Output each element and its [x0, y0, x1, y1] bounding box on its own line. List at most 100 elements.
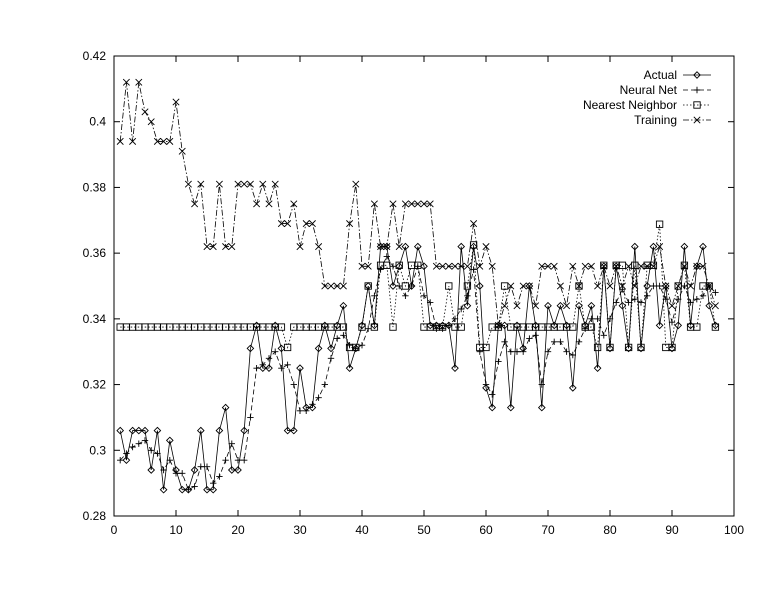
x-tick-label: 10 [169, 523, 183, 537]
data-point-training [401, 200, 409, 208]
data-point-training [302, 220, 310, 228]
data-point-actual [395, 262, 404, 271]
data-point-training [184, 180, 192, 188]
data-point-training [439, 262, 447, 270]
data-point-training [203, 243, 211, 251]
data-point-actual [240, 426, 249, 435]
data-point-actual [643, 282, 652, 290]
data-point-actual [587, 301, 596, 310]
data-point-training [513, 302, 521, 310]
data-point-training [519, 282, 527, 290]
data-point-actual [699, 242, 707, 251]
data-point-actual [568, 384, 577, 392]
data-point-neural-net [625, 299, 632, 306]
data-point-nearest-neighbor [693, 323, 701, 331]
data-point-actual [562, 321, 571, 330]
data-point-neural-net [427, 299, 434, 306]
data-point-actual [661, 282, 670, 290]
data-point-actual [451, 364, 459, 372]
data-point-nearest-neighbor [395, 261, 403, 269]
data-point-training [618, 282, 626, 290]
data-point-nearest-neighbor [631, 261, 639, 269]
legend-marker-actual [693, 71, 701, 79]
data-point-nearest-neighbor [606, 343, 614, 352]
data-point-actual [593, 364, 602, 372]
data-point-nearest-neighbor [339, 323, 348, 331]
data-point-neural-net [210, 479, 217, 487]
data-point-neural-net [594, 315, 601, 323]
legend-marker-training [693, 116, 701, 124]
data-point-actual [314, 344, 323, 353]
data-point-actual [692, 262, 701, 271]
data-point-neural-net [389, 263, 397, 270]
data-point-actual [320, 321, 329, 330]
y-tick-label: 0.38 [83, 180, 107, 194]
data-point-neural-net [327, 355, 335, 362]
data-point-training [594, 282, 602, 290]
data-point-neural-net [538, 381, 545, 388]
data-point-neural-net [693, 295, 700, 303]
data-point-training [265, 200, 273, 208]
data-point-actual [265, 364, 273, 372]
data-point-training [625, 262, 633, 270]
data-point-nearest-neighbor [705, 282, 713, 290]
data-point-neural-net [464, 292, 471, 300]
data-point-actual [413, 242, 422, 251]
data-point-neural-net [290, 381, 297, 388]
data-point-training [135, 78, 143, 86]
data-point-neural-net [563, 348, 570, 355]
data-point-training [240, 180, 248, 188]
data-point-actual [531, 321, 540, 330]
data-point-training [550, 262, 558, 270]
data-point-training [711, 302, 719, 310]
data-point-training [662, 282, 670, 290]
data-point-neural-net [495, 358, 502, 365]
data-point-neural-net [321, 381, 328, 388]
data-point-actual [674, 321, 683, 330]
y-tick-label: 0.42 [83, 49, 107, 63]
series-training [116, 78, 719, 329]
data-point-training [129, 137, 137, 145]
data-point-actual [537, 403, 546, 412]
data-point-actual [630, 242, 639, 251]
data-point-training [191, 200, 199, 208]
data-point-neural-net [383, 253, 390, 260]
data-point-training [333, 282, 341, 290]
data-point-training [426, 200, 434, 208]
data-point-training [563, 302, 571, 310]
data-point-training [432, 262, 440, 270]
data-point-training [507, 282, 515, 290]
data-point-actual [655, 321, 664, 330]
data-point-actual [420, 262, 428, 271]
data-point-actual [159, 485, 168, 494]
data-point-actual [178, 485, 187, 494]
data-point-neural-net [185, 486, 192, 493]
data-point-training [153, 137, 161, 145]
data-point-actual [296, 364, 304, 372]
data-point-actual [128, 426, 137, 435]
data-point-neural-net [433, 325, 440, 332]
legend-label-neural-net: Neural Net [620, 83, 678, 97]
data-point-nearest-neighbor [655, 220, 664, 228]
data-point-actual [358, 321, 366, 330]
data-point-neural-net [402, 292, 409, 300]
data-point-actual [513, 321, 521, 330]
data-point-actual [575, 301, 583, 310]
data-point-actual [339, 301, 348, 310]
data-point-training [463, 262, 471, 270]
data-point-training [222, 243, 230, 251]
data-point-nearest-neighbor [358, 323, 366, 331]
data-point-actual [271, 321, 280, 330]
x-tick-label: 60 [479, 523, 493, 537]
y-tick-label: 0.36 [83, 246, 107, 260]
data-point-actual [711, 321, 720, 330]
data-point-neural-net [526, 335, 533, 342]
data-point-training [693, 262, 701, 270]
data-point-neural-net [408, 282, 415, 290]
data-point-training [631, 282, 639, 290]
data-point-neural-net [197, 463, 204, 470]
data-point-training [581, 262, 589, 270]
